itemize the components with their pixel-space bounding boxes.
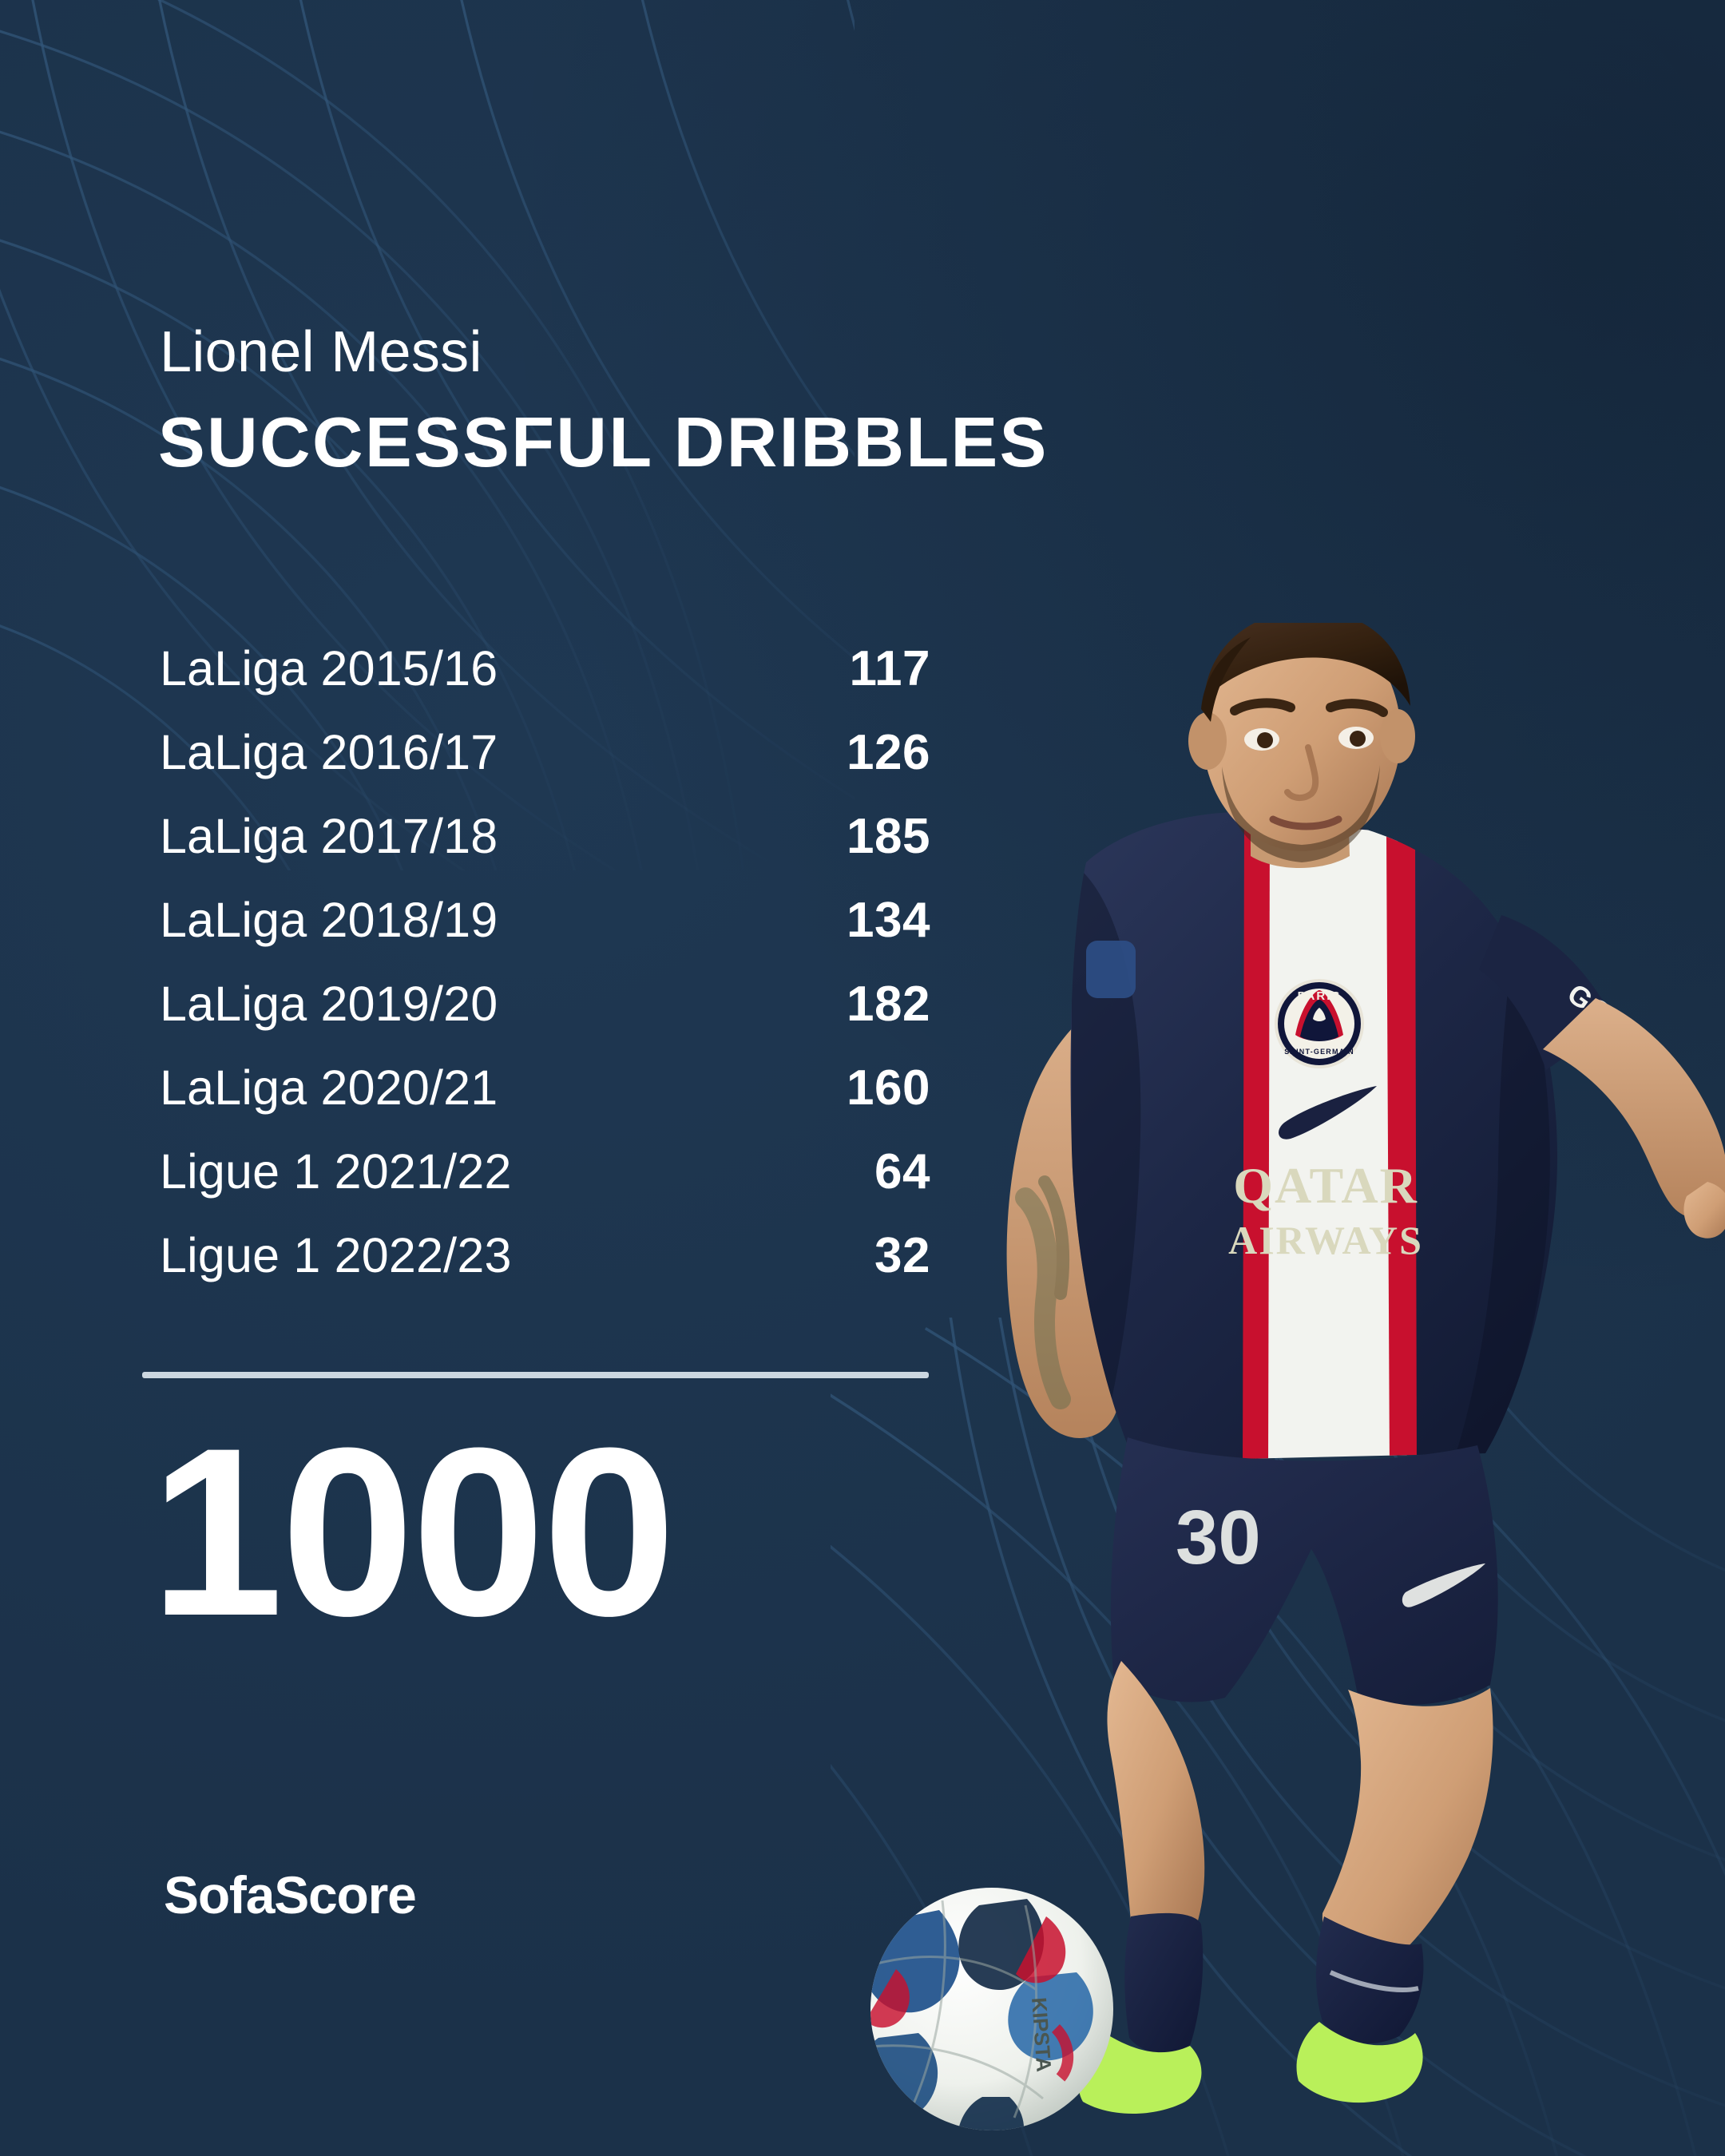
sofascore-logo: SofaScore xyxy=(164,1865,417,1924)
table-row: LaLiga 2017/18 185 xyxy=(160,795,930,878)
player-left-leg xyxy=(1107,1661,1205,1926)
player-left-sock xyxy=(1124,1912,1204,2054)
sponsor-qatar: QATAR xyxy=(1233,1157,1418,1214)
table-row: Ligue 1 2021/22 64 xyxy=(160,1130,930,1214)
table-row: LaLiga 2020/21 160 xyxy=(160,1046,930,1130)
stat-label: LaLiga 2016/17 xyxy=(160,725,498,779)
sponsor-airways: AIRWAYS xyxy=(1228,1218,1423,1262)
svg-text:PARIS: PARIS xyxy=(1298,989,1342,1003)
player-right-arm xyxy=(1543,998,1725,1219)
content-layer: Lionel Messi SUCCESSFUL DRIBBLES LaLiga … xyxy=(142,320,1049,1924)
stat-value: 134 xyxy=(847,892,930,948)
stat-label: LaLiga 2019/20 xyxy=(160,977,498,1031)
stat-label: Ligue 1 2022/23 xyxy=(160,1228,512,1282)
stat-value: 126 xyxy=(847,724,930,780)
player-right-leg xyxy=(1322,1688,1493,1980)
stat-label: LaLiga 2020/21 xyxy=(160,1060,498,1115)
jersey-white-panel xyxy=(1255,822,1407,1462)
total-value: 1000 xyxy=(150,1397,676,1666)
table-row: LaLiga 2019/20 182 xyxy=(160,962,930,1046)
player-boot-right xyxy=(1296,2022,1423,2103)
jersey-red-stripe-right xyxy=(1386,832,1417,1462)
psg-crest: PARIS SAINT-GERMAIN xyxy=(1275,979,1364,1068)
stat-value: 185 xyxy=(847,808,930,864)
stat-value: 32 xyxy=(874,1227,930,1283)
table-row: Ligue 1 2022/23 32 xyxy=(160,1214,930,1298)
jersey-red-stripe-left xyxy=(1243,824,1270,1462)
shorts-number: 30 xyxy=(1176,1495,1261,1580)
player-hair xyxy=(1204,623,1410,706)
table-row: LaLiga 2015/16 117 xyxy=(160,627,930,711)
player-photo: PARIS SAINT-GERMAIN QATAR AIRWAYS GOAT xyxy=(870,623,1725,2130)
nike-swoosh xyxy=(1279,1086,1377,1139)
player-right-hand xyxy=(1683,1182,1725,1239)
captain-armband xyxy=(1086,941,1136,998)
player-shorts xyxy=(1110,1437,1498,1705)
stat-value: 117 xyxy=(849,640,930,696)
stat-value: 64 xyxy=(874,1143,930,1199)
stat-label: LaLiga 2018/19 xyxy=(160,893,498,947)
football-pattern: KIPSTA xyxy=(870,1899,1093,2130)
stat-label: Ligue 1 2021/22 xyxy=(160,1144,512,1199)
table-row: LaLiga 2018/19 134 xyxy=(160,878,930,962)
stat-label: LaLiga 2017/18 xyxy=(160,809,498,863)
page-title: SUCCESSFUL DRIBBLES xyxy=(158,402,1049,482)
player-name: Lionel Messi xyxy=(160,320,482,384)
stat-value: 160 xyxy=(847,1060,930,1116)
player-tattoo xyxy=(1015,1175,1071,1409)
svg-text:SAINT-GERMAIN: SAINT-GERMAIN xyxy=(1284,1048,1354,1056)
player-right-sock xyxy=(1315,1916,1424,2044)
stat-label: LaLiga 2015/16 xyxy=(160,641,498,696)
table-row: LaLiga 2016/17 126 xyxy=(160,711,930,795)
player-boot-left xyxy=(1078,2036,1202,2114)
stat-value: 182 xyxy=(847,976,930,1032)
player-beard xyxy=(1222,765,1380,862)
ball-brand-text: KIPSTA xyxy=(1027,1996,1056,2073)
stats-table: LaLiga 2015/16 117 LaLiga 2016/17 126 La… xyxy=(160,627,930,1298)
total-divider xyxy=(142,1372,929,1378)
player-head xyxy=(1203,623,1401,851)
